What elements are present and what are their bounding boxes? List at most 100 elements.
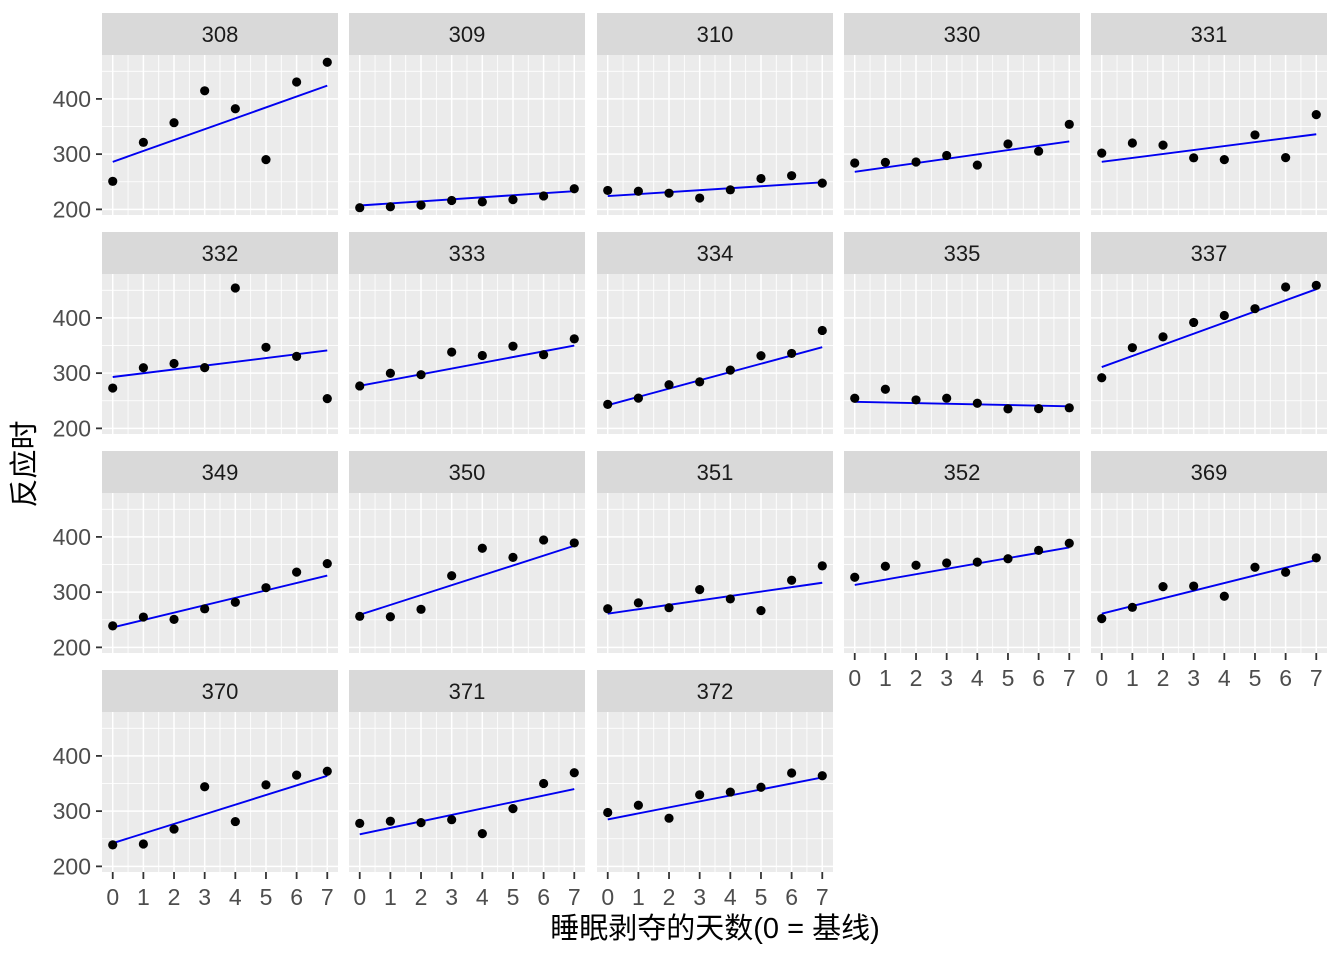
data-points: [850, 538, 1074, 582]
data-point: [603, 185, 613, 196]
data-point: [322, 766, 332, 776]
facet-strip: [102, 451, 338, 493]
data-point: [169, 824, 179, 834]
facet-370: 370 200 300 400 0 1 2 3 4 5 6 7: [53, 670, 338, 910]
data-point: [138, 137, 148, 147]
data-point: [322, 559, 332, 569]
data-point: [385, 612, 395, 622]
gridlines: [1091, 55, 1327, 215]
data-point: [1064, 119, 1074, 129]
data-point: [695, 584, 705, 595]
data-point: [942, 393, 952, 403]
trend-line: [359, 190, 575, 207]
gridlines: [102, 712, 338, 872]
data-point: [1281, 153, 1291, 163]
facet-strip-label: 371: [449, 679, 486, 704]
x-tick-label: 4: [971, 665, 984, 691]
data-point: [603, 807, 613, 818]
x-tick-label: 6: [1032, 665, 1045, 691]
facet-310: 310: [597, 13, 833, 215]
x-tick-label: 6: [1279, 665, 1292, 691]
data-point: [664, 380, 674, 390]
gridlines: [844, 55, 1080, 215]
x-tick-label: 4: [229, 884, 242, 910]
facet-strip-label: 372: [697, 679, 734, 704]
x-axis-title: 睡眠剥夺的天数(0 = 基线): [550, 912, 880, 945]
data-point: [695, 790, 705, 800]
data-points: [108, 766, 332, 850]
facet-352: 352 0 1 2 3 4 5 6 7: [844, 451, 1080, 691]
data-point: [108, 840, 118, 850]
x-tick-label: 5: [1002, 665, 1015, 691]
data-point: [1034, 146, 1044, 156]
gridlines: [844, 493, 1080, 653]
data-point: [292, 77, 302, 87]
facet-332: 332 200 300 400: [53, 232, 338, 441]
data-point: [416, 604, 426, 614]
data-point: [1219, 591, 1229, 601]
data-point: [1003, 139, 1013, 149]
y-tick-label: 400: [53, 305, 91, 331]
data-point: [756, 351, 766, 361]
data-points: [1097, 553, 1321, 624]
facet-strip: [349, 13, 585, 55]
data-point: [1311, 109, 1321, 120]
data-point: [1097, 614, 1107, 624]
data-point: [447, 195, 457, 206]
facet-strip: [844, 451, 1080, 493]
data-point: [1158, 332, 1168, 342]
facet-strip: [349, 232, 585, 274]
facet-strip: [597, 232, 833, 274]
data-point: [633, 393, 643, 403]
x-tick-label: 1: [137, 884, 150, 910]
trend-line: [359, 344, 575, 387]
data-point: [477, 350, 487, 361]
data-point: [230, 104, 240, 114]
data-point: [385, 368, 395, 378]
data-point: [664, 188, 674, 198]
data-point: [880, 384, 890, 394]
facet-strip: [1091, 232, 1327, 274]
data-point: [539, 350, 549, 360]
facet-372: 372 0 1 2 3 4 5 6 7: [597, 670, 833, 910]
data-point: [200, 604, 210, 614]
facet-strip: [349, 670, 585, 712]
data-point: [972, 398, 982, 408]
data-point: [261, 342, 271, 352]
facet-335: 335: [844, 232, 1080, 434]
data-point: [817, 771, 827, 781]
trend-line: [607, 181, 823, 198]
x-tick-label: 5: [260, 884, 273, 910]
x-tick-label: 6: [290, 884, 303, 910]
data-point: [1281, 567, 1291, 577]
x-tick-label: 7: [321, 884, 334, 910]
data-point: [725, 185, 735, 195]
data-point: [108, 176, 118, 186]
data-point: [569, 334, 579, 344]
data-point: [1158, 140, 1168, 150]
data-point: [355, 203, 365, 213]
trend-line: [607, 581, 823, 615]
data-point: [539, 535, 549, 545]
data-points: [355, 768, 579, 839]
data-point: [1219, 310, 1229, 321]
data-point: [880, 561, 890, 571]
data-points: [108, 57, 332, 186]
data-point: [416, 818, 426, 828]
facet-strip: [597, 451, 833, 493]
data-point: [633, 598, 643, 608]
y-tick-label: 300: [53, 360, 91, 386]
data-point: [385, 816, 395, 826]
y-axis-title: 反应时: [8, 420, 41, 507]
data-point: [787, 348, 797, 359]
data-point: [169, 358, 179, 369]
x-tick-label: 2: [1157, 665, 1170, 691]
data-point: [447, 571, 457, 581]
trend-line: [359, 544, 575, 616]
data-point: [1034, 403, 1044, 414]
facet-330: 330: [844, 13, 1080, 215]
data-point: [850, 572, 860, 582]
facet-strip-label: 352: [944, 460, 981, 485]
